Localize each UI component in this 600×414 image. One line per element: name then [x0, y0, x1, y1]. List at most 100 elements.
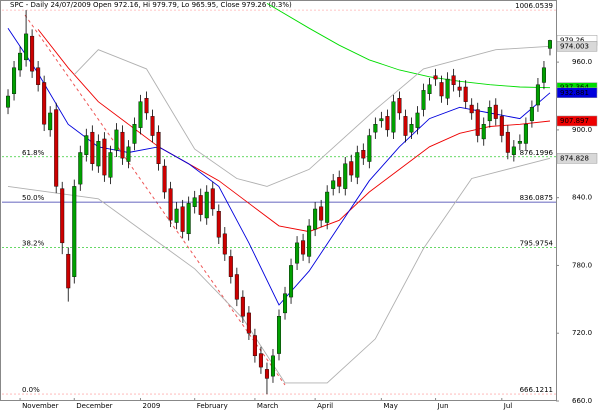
candle-body: [270, 355, 275, 377]
candle-body: [60, 188, 65, 244]
candle-body: [66, 253, 71, 289]
candle-body: [30, 35, 35, 72]
candle-body: [144, 98, 149, 114]
candle-body: [96, 140, 101, 167]
candle-body: [385, 116, 390, 131]
candle-body: [391, 101, 396, 133]
candle-body: [276, 316, 282, 354]
candle-body: [433, 75, 438, 80]
x-tick-label: February: [197, 402, 228, 410]
candle-body: [42, 82, 47, 125]
candle-body: [264, 369, 269, 379]
candle-body: [6, 95, 11, 108]
fib-label: 0.0%: [22, 386, 40, 394]
candle-body: [361, 150, 366, 159]
fib-value: 876.1996: [520, 149, 554, 157]
candle-body: [192, 197, 197, 207]
candle-body: [204, 191, 209, 219]
candle-body: [174, 208, 179, 223]
price-label: 874.828: [560, 154, 589, 162]
candle-body: [343, 163, 348, 189]
candle-body: [150, 116, 155, 136]
price-label: 974.003: [560, 42, 589, 50]
fib-label: 61.8%: [22, 149, 45, 157]
x-tick-label: Jul: [503, 402, 513, 410]
fib-value: 1006.0539: [515, 2, 553, 10]
candle-body: [421, 90, 426, 110]
indicator-line: [73, 45, 551, 187]
candle-body: [72, 186, 77, 277]
candle-body: [487, 107, 492, 122]
candle-body: [457, 86, 462, 91]
candle-body: [283, 293, 288, 314]
candle-body: [132, 124, 137, 144]
candle-body: [36, 67, 41, 85]
candle-body: [108, 152, 113, 178]
candle-body: [355, 152, 360, 178]
candle-body: [427, 84, 432, 94]
fib-label: 38.2%: [22, 239, 45, 247]
chart-title: SPC - Daily 24/07/2009 Open 972.16, Hi 9…: [10, 1, 292, 9]
x-tick-label: 2009: [143, 402, 161, 410]
candle-body: [246, 312, 251, 334]
candle-body: [313, 208, 318, 230]
price-box: [556, 153, 598, 164]
candle-body: [535, 84, 540, 106]
x-tick-label: April: [317, 402, 333, 410]
candle-body: [445, 78, 450, 99]
candle-body: [216, 211, 221, 238]
price-label: 932.881: [560, 89, 589, 97]
price-box: [556, 41, 598, 52]
candle-body: [403, 116, 408, 136]
candle-body: [138, 101, 143, 128]
candle-body: [493, 104, 498, 119]
candle-body: [325, 191, 330, 223]
price-box: [556, 87, 598, 99]
candle-body: [180, 206, 185, 232]
fib-value: 666.1211: [520, 386, 553, 394]
candle-body: [301, 240, 306, 255]
candle-body: [24, 33, 29, 61]
y-tick-label: 900.0: [572, 126, 592, 134]
candle-body: [511, 146, 516, 155]
x-tick-label: Jun: [437, 402, 449, 410]
indicator-line: [37, 29, 551, 233]
y-tick-label: 780.0: [572, 261, 592, 269]
price-label: 979.26: [560, 36, 585, 44]
price-box: [556, 115, 598, 127]
y-tick-label: 840.0: [572, 194, 592, 202]
fib-value: 795.9754: [520, 239, 554, 247]
candle-body: [349, 161, 354, 176]
candle-body: [228, 256, 233, 277]
candle-body: [84, 135, 89, 155]
candle-body: [541, 67, 546, 83]
candle-body: [54, 109, 59, 187]
candle-body: [397, 98, 402, 114]
candle-body: [198, 195, 203, 215]
y-tick-label: 660.0: [572, 397, 592, 405]
candle-body: [319, 206, 324, 221]
price-label: 907.897: [560, 117, 589, 125]
candle-body: [529, 107, 534, 122]
candle-body: [331, 180, 336, 189]
candle-body: [78, 152, 83, 185]
fib-value: 836.0875: [520, 194, 553, 202]
indicator-line: [7, 157, 551, 384]
candle-body: [295, 242, 300, 264]
candle-body: [156, 131, 161, 164]
candle-body: [114, 129, 119, 151]
y-tick-label: 720.0: [572, 329, 592, 337]
candle-body: [523, 124, 528, 144]
candle-body: [222, 233, 227, 255]
fib-label: 50.0%: [22, 194, 45, 202]
candle-body: [168, 188, 173, 221]
candle-body: [90, 131, 95, 164]
candle-body: [439, 82, 444, 97]
candle-body: [210, 188, 215, 210]
candle-body: [289, 265, 294, 298]
candle-body: [307, 225, 312, 257]
candle-body: [252, 335, 257, 357]
candle-body: [469, 104, 474, 114]
candle-body: [258, 353, 263, 368]
